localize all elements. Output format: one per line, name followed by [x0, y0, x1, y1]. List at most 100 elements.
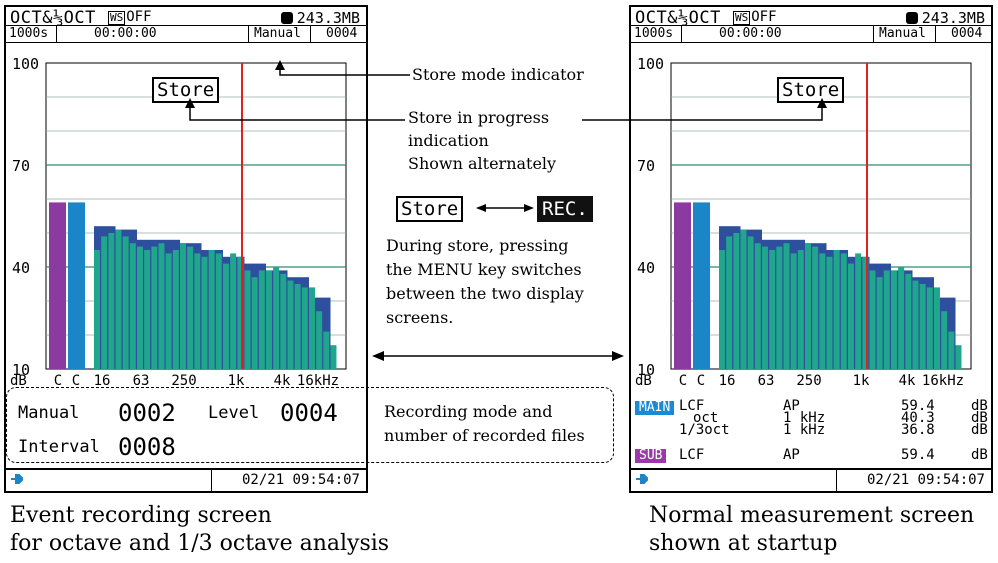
third-octave-bar — [726, 236, 733, 369]
rec-word-box: REC. — [537, 196, 593, 222]
x-tick-label: C — [72, 373, 80, 387]
elapsed-time: 00:00:00 — [719, 26, 782, 41]
y-tick-label: 10 — [637, 361, 655, 379]
third-octave-bar — [172, 250, 179, 369]
third-octave-bar — [137, 246, 143, 369]
third-octave-bar — [869, 270, 876, 369]
overall-bar — [49, 202, 66, 369]
readout-cell: dB — [971, 447, 988, 463]
alternate-arrowhead-left — [476, 204, 486, 212]
switch-arrowhead-right — [612, 351, 624, 361]
sub-tag: SUB — [635, 449, 667, 463]
analysis-title: OCT&⅓OCT — [635, 8, 721, 28]
third-octave-bar — [747, 236, 754, 369]
file-counter: 0004 — [326, 26, 358, 41]
ws-status: WS OFF — [108, 9, 152, 25]
readout-cell: AP — [783, 447, 800, 463]
x-tick-label: 16 — [94, 373, 111, 387]
memory-card-icon — [280, 12, 293, 24]
third-octave-bar — [805, 243, 811, 369]
store-mode-indicator-label: Store mode indicator — [412, 65, 584, 84]
ws-value: OFF — [751, 9, 777, 25]
readout-cell: LCF — [679, 398, 705, 414]
third-octave-bar — [855, 253, 862, 369]
x-tick-label: 16kHz — [297, 373, 339, 387]
third-octave-bar — [898, 267, 905, 369]
store-mode-value: Manual — [254, 26, 301, 41]
readout-cell: 40.3 — [901, 410, 935, 426]
screen-header: OCT&⅓OCT WS OFF 243.3MB — [6, 7, 366, 37]
manual-label: Manual — [18, 403, 80, 423]
date-time: 02/21 09:54:07 — [866, 472, 985, 488]
x-tick-label: C — [54, 373, 62, 387]
third-octave-bar — [258, 270, 265, 369]
third-octave-bar — [266, 270, 272, 369]
store-mode-leader — [279, 68, 410, 76]
file-counter: 0004 — [951, 26, 983, 41]
third-octave-bar — [144, 250, 151, 369]
y-tick-label: 40 — [637, 259, 655, 277]
store-mode-arrowhead — [275, 60, 285, 70]
x-tick-label: 4k — [274, 373, 291, 387]
main-tag: MAIN — [635, 401, 675, 415]
third-octave-bar — [762, 246, 768, 369]
third-octave-bar — [309, 287, 315, 369]
third-octave-bar — [108, 233, 115, 369]
overall-bar — [68, 202, 85, 369]
readout-cell: LCF — [679, 447, 705, 463]
readout-cell: 36.8 — [901, 422, 935, 438]
third-octave-bar — [797, 250, 804, 369]
interval-label: Interval — [18, 437, 100, 457]
store-progress-label-line2: indication — [408, 131, 489, 150]
third-octave-bar — [876, 277, 883, 369]
third-octave-bar — [733, 233, 740, 369]
store-progress-label-line3: Shown alternately — [408, 154, 557, 173]
third-octave-bar — [941, 311, 948, 369]
readout-cell: dB — [971, 410, 988, 426]
manual-value: 0002 — [118, 399, 176, 427]
y-tick-label: 10 — [12, 361, 30, 379]
date-time: 02/21 09:54:07 — [241, 472, 360, 488]
x-tick-label: 4k — [899, 373, 916, 387]
x-tick-label: C — [697, 373, 705, 387]
recording-mode-callout-box — [6, 387, 614, 463]
third-octave-bar — [776, 246, 783, 369]
overall-bar — [693, 202, 710, 369]
ws-label: WS — [108, 11, 126, 25]
third-octave-bar — [891, 270, 897, 369]
readout-cell: oct — [693, 410, 719, 426]
third-octave-bar — [948, 331, 955, 369]
store-indicator: Store — [152, 77, 220, 103]
time-setting: 1000s — [634, 26, 674, 41]
readout-cell: 59.4 — [901, 398, 935, 414]
x-tick-label: 63 — [758, 373, 775, 387]
memory-indicator: 243.3MB — [280, 9, 360, 27]
analysis-title: OCT&⅓OCT — [10, 8, 96, 28]
third-octave-bar — [330, 345, 337, 369]
third-octave-bar — [244, 270, 251, 369]
third-octave-bar — [912, 280, 919, 369]
third-octave-bar — [101, 236, 108, 369]
third-octave-bar — [115, 229, 122, 369]
third-octave-bar — [316, 311, 323, 369]
third-octave-bar — [819, 253, 826, 369]
third-octave-bar — [273, 267, 280, 369]
third-octave-bar — [790, 253, 797, 369]
third-octave-bar — [862, 256, 869, 369]
memory-value: 243.3MB — [921, 9, 985, 27]
third-octave-bar — [280, 273, 287, 369]
readout-cell: 1 kHz — [783, 410, 826, 426]
left-caption-line2: for octave and 1/3 octave analysis — [10, 531, 390, 556]
third-octave-bar — [122, 236, 129, 369]
third-octave-bar — [883, 270, 890, 369]
readout-cell: AP — [783, 398, 800, 414]
third-octave-bar — [165, 253, 172, 369]
third-octave-bar — [294, 284, 301, 369]
third-octave-bar — [812, 246, 819, 369]
status-row: 1000s 00:00:00 Manual 0004 — [6, 25, 366, 43]
third-octave-bar — [926, 287, 933, 369]
power-plug-icon — [636, 474, 648, 484]
third-octave-bar — [783, 243, 790, 369]
third-octave-bar — [180, 243, 186, 369]
